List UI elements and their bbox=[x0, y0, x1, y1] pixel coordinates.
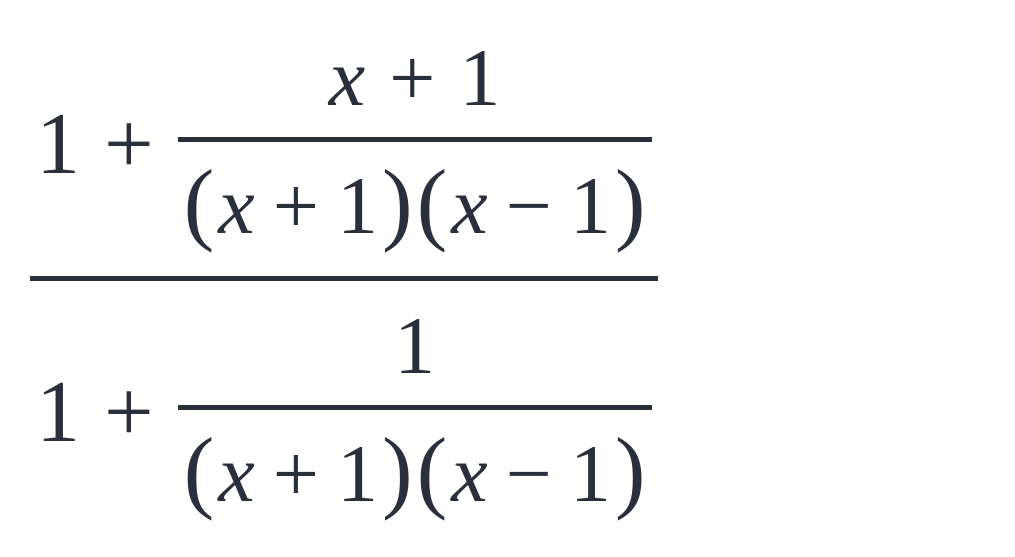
term-one: 1 bbox=[36, 369, 80, 457]
constant-one: 1 bbox=[394, 305, 435, 387]
plus-operator: + bbox=[259, 165, 333, 247]
plus-operator: + bbox=[104, 369, 154, 457]
constant-one: 1 bbox=[570, 165, 611, 247]
plus-operator: + bbox=[259, 433, 333, 515]
outer-denominator: 1 + 1 ( x + 1 ) bbox=[30, 276, 658, 532]
right-paren: ) bbox=[382, 424, 413, 516]
inner-fraction-bottom: 1 ( x + 1 ) ( x − 1 bbox=[178, 299, 652, 526]
inner-top-denominator: ( x + 1 ) ( x − 1 ) bbox=[178, 137, 652, 258]
left-paren: ( bbox=[184, 424, 215, 516]
plus-operator: + bbox=[104, 101, 154, 189]
variable-x: x bbox=[329, 37, 365, 119]
constant-one: 1 bbox=[337, 433, 378, 515]
variable-x: x bbox=[218, 165, 254, 247]
constant-one: 1 bbox=[337, 165, 378, 247]
inner-bot-den-row: ( x + 1 ) ( x − 1 ) bbox=[184, 422, 646, 526]
inner-bot-numerator: 1 bbox=[178, 299, 652, 405]
inner-top-numerator: x + 1 bbox=[178, 31, 652, 137]
variable-x: x bbox=[451, 165, 487, 247]
minus-operator: − bbox=[492, 433, 566, 515]
outer-num-row: 1 + x + 1 ( x + bbox=[36, 25, 652, 264]
left-paren: ( bbox=[184, 156, 215, 248]
outer-numerator: 1 + x + 1 ( x + bbox=[30, 25, 658, 276]
inner-top-den-row: ( x + 1 ) ( x − 1 ) bbox=[184, 154, 646, 258]
inner-top-num-row: x + 1 bbox=[184, 31, 646, 125]
inner-fraction-top: x + 1 ( x + 1 ) ( x bbox=[178, 31, 652, 258]
inner-bot-num-row: 1 bbox=[184, 299, 646, 393]
right-paren: ) bbox=[615, 156, 646, 248]
left-paren: ( bbox=[417, 424, 448, 516]
constant-one: 1 bbox=[570, 433, 611, 515]
plus-operator: + bbox=[389, 37, 435, 119]
right-paren: ) bbox=[615, 424, 646, 516]
minus-operator: − bbox=[492, 165, 566, 247]
variable-x: x bbox=[218, 433, 254, 515]
outer-fraction: 1 + x + 1 ( x + bbox=[30, 25, 658, 532]
left-paren: ( bbox=[417, 156, 448, 248]
constant-one: 1 bbox=[459, 37, 500, 119]
math-expression: 1 + x + 1 ( x + bbox=[0, 25, 658, 532]
term-one: 1 bbox=[36, 101, 80, 189]
outer-den-row: 1 + 1 ( x + 1 ) bbox=[36, 293, 652, 532]
inner-bot-denominator: ( x + 1 ) ( x − 1 ) bbox=[178, 405, 652, 526]
right-paren: ) bbox=[382, 156, 413, 248]
variable-x: x bbox=[451, 433, 487, 515]
